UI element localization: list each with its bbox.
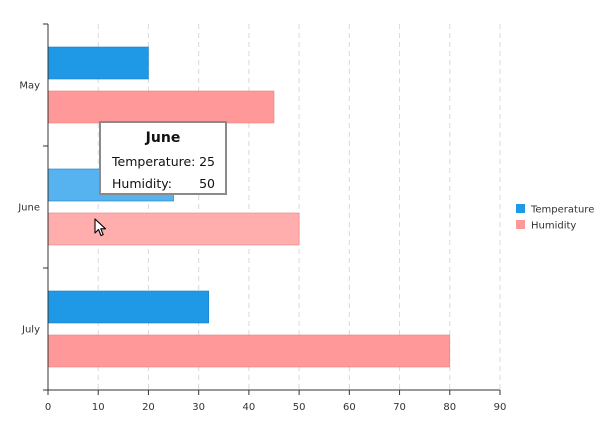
- y-tick-label-may: May: [19, 81, 40, 92]
- x-tick-label-90: 90: [494, 402, 507, 413]
- legend: Temperature Humidity: [516, 204, 594, 232]
- x-tick-label-50: 50: [293, 402, 306, 413]
- grid-lines: [97, 24, 501, 390]
- x-tick-label-40: 40: [243, 402, 256, 413]
- y-tick-label-july: July: [21, 325, 40, 336]
- x-tick-label-70: 70: [393, 402, 406, 413]
- tooltip-row-humidity: Humidity: 50: [112, 176, 215, 194]
- tooltip-title: June: [145, 130, 181, 146]
- tooltip-row-temperature: Temperature: 25: [112, 154, 215, 172]
- legend-label-humidity: Humidity: [531, 221, 576, 232]
- x-tick-label-60: 60: [343, 402, 356, 413]
- tooltip-value-temperature: 25: [199, 154, 215, 169]
- x-tick-label-20: 20: [142, 402, 155, 413]
- tooltip-label-humidity: Humidity:: [112, 176, 172, 191]
- tooltip-label-temperature: Temperature:: [112, 154, 196, 169]
- bar-humidity-july[interactable]: [47, 334, 451, 368]
- bar-temperature-july[interactable]: [47, 290, 210, 324]
- legend-swatch-temperature: [516, 204, 525, 213]
- y-tick-label-june: June: [17, 203, 40, 214]
- bar-temperature-may[interactable]: [47, 46, 149, 80]
- x-tick-label-80: 80: [443, 402, 456, 413]
- bar-humidity-june[interactable]: [47, 212, 300, 246]
- tooltip-value-humidity: 50: [199, 176, 215, 191]
- mouse-pointer-icon: [94, 218, 107, 237]
- bar-humidity-may[interactable]: [47, 90, 275, 124]
- legend-label-temperature: Temperature: [530, 205, 594, 216]
- axes: May June July 0 10 20 30 40 50 60 70 80 90: [17, 23, 507, 413]
- x-tick-label-30: 30: [192, 402, 205, 413]
- x-tick-label-10: 10: [92, 402, 105, 413]
- legend-swatch-humidity: [516, 220, 525, 229]
- x-tick-label-0: 0: [45, 402, 51, 413]
- tooltip: June Temperature: 25 Humidity: 50: [99, 121, 227, 195]
